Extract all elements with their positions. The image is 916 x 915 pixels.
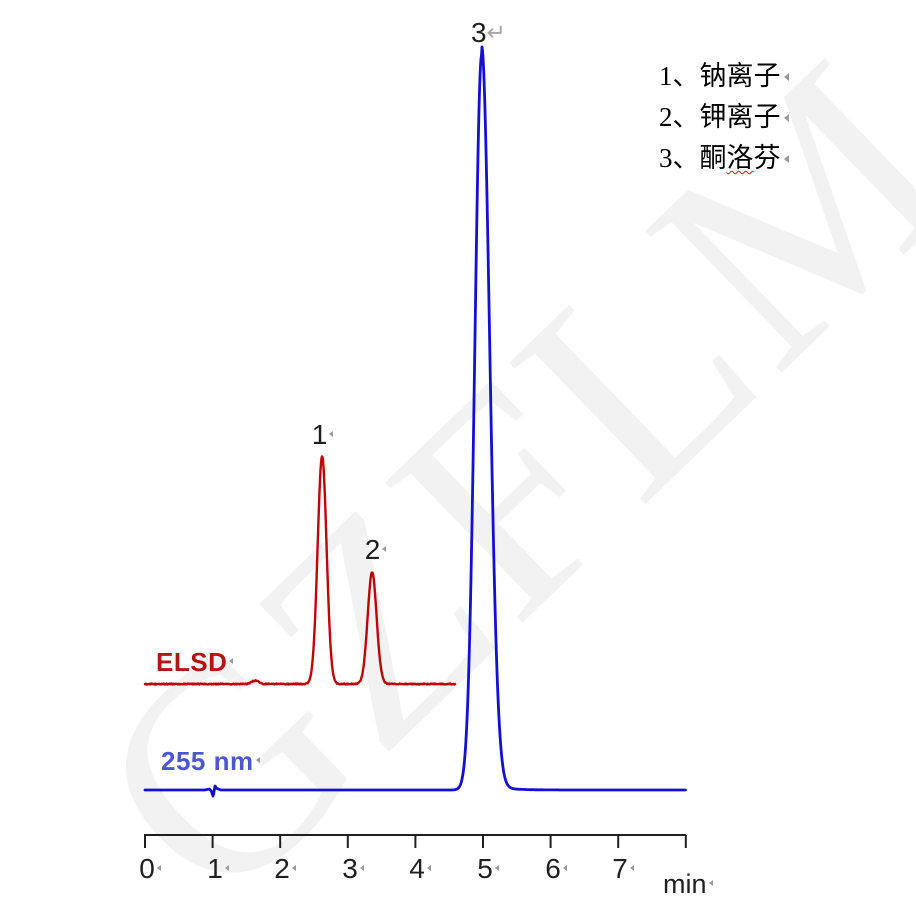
- format-mark-icon: [494, 864, 499, 871]
- format-mark-icon: [783, 114, 789, 123]
- legend-item-1: 1、钠离子: [659, 56, 789, 97]
- tick-label-2: 2: [271, 853, 299, 885]
- legend-item-3: 3、酮洛芬: [659, 138, 789, 179]
- uv-wavelength-label: 255 nm: [161, 746, 260, 777]
- format-mark-icon: [708, 879, 713, 886]
- peak-label-3: 3↵: [471, 17, 506, 48]
- tick-label-3: 3: [339, 853, 367, 885]
- tick-label-4: 4: [406, 853, 434, 885]
- format-mark-icon: [255, 757, 260, 764]
- peak-label-1: 1: [307, 419, 338, 451]
- format-mark-icon: [156, 864, 161, 871]
- format-mark-icon: [382, 545, 387, 552]
- paragraph-return-icon: ↵: [486, 20, 506, 46]
- format-mark-icon: [783, 155, 789, 164]
- uv-trace: [143, 45, 687, 798]
- tick-label-1: 1: [204, 853, 232, 885]
- tick-label-5: 5: [474, 853, 502, 885]
- axis-unit-label: min: [663, 869, 713, 900]
- tick-label-0: 0: [136, 853, 164, 885]
- format-mark-icon: [329, 430, 334, 437]
- elsd-label: ELSD: [156, 647, 234, 678]
- tick-label-6: 6: [542, 853, 570, 885]
- format-mark-icon: [562, 864, 567, 871]
- format-mark-icon: [224, 864, 229, 871]
- x-axis-line: [144, 834, 687, 848]
- elsd-trace: [143, 455, 457, 686]
- format-mark-icon: [783, 73, 789, 82]
- legend-item-2: 2、钾离子: [659, 97, 789, 138]
- format-mark-icon: [359, 864, 364, 871]
- format-mark-icon: [426, 864, 431, 871]
- peak-label-2: 2: [360, 534, 391, 566]
- legend: 1、钠离子 2、钾离子 3、酮洛芬: [659, 56, 789, 179]
- tick-label-7: 7: [609, 853, 637, 885]
- format-mark-icon: [629, 864, 634, 871]
- format-mark-icon: [229, 658, 234, 665]
- spellcheck-squiggle: 洛: [726, 143, 754, 173]
- format-mark-icon: [291, 864, 296, 871]
